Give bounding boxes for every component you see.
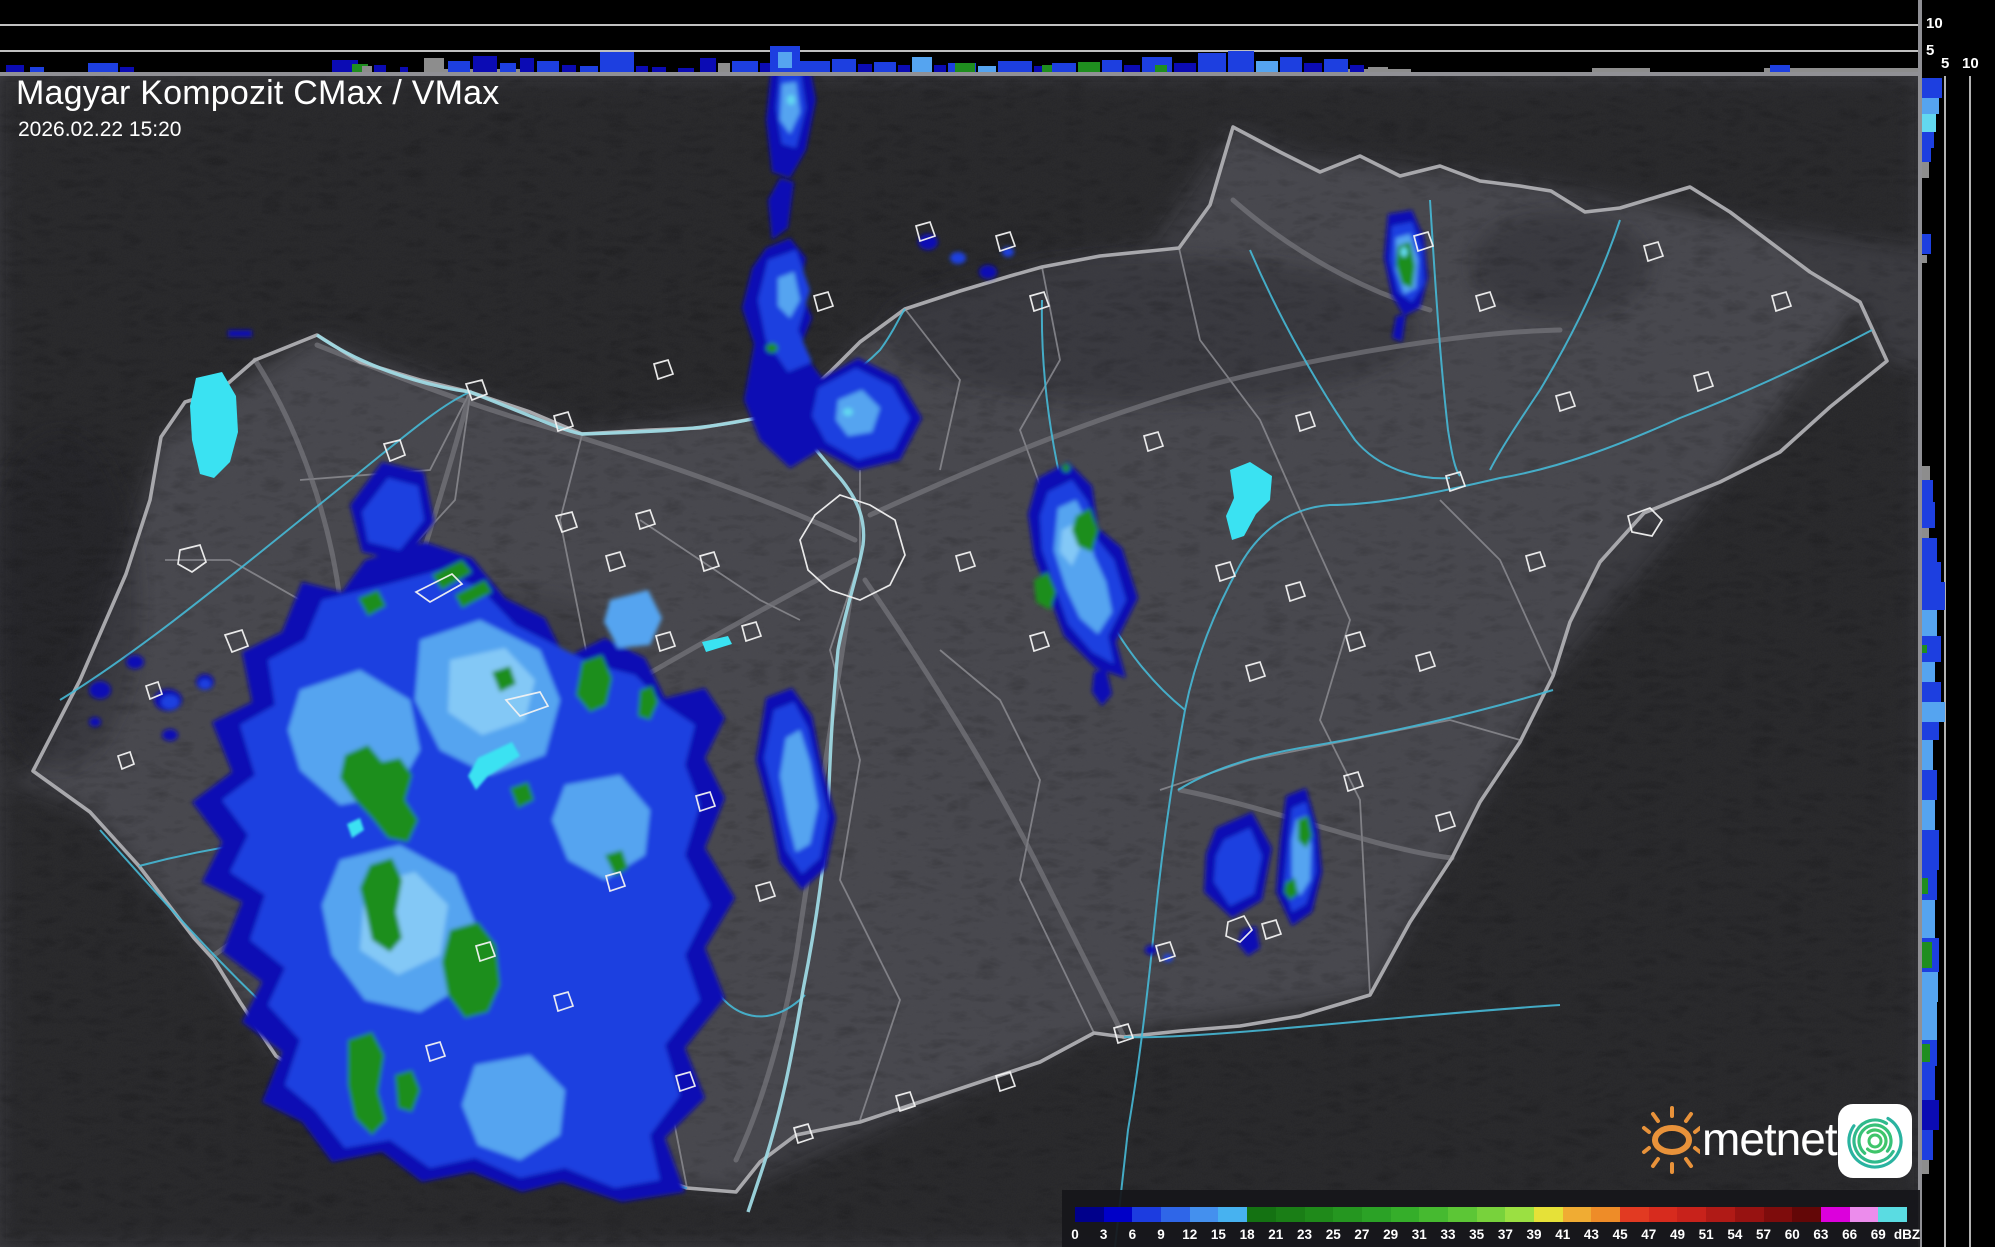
river-koros [1177, 689, 1554, 791]
colorbar-labels: 0 3 6 9 12 15 18 21 23 25 27 29 31 33 35 37 39 41 43 45 47 49… [1071, 1225, 1920, 1245]
spiral-icon [1847, 1113, 1903, 1169]
colorbar-cell [1476, 1207, 1506, 1222]
colorbar-cell [1534, 1207, 1563, 1222]
colorbar-cell [1189, 1207, 1219, 1222]
radar-echoes [89, 76, 1428, 1202]
colorbar-cell [1792, 1207, 1821, 1222]
top-strip-tick-5: 5 [1926, 42, 1935, 59]
top-strip-separator [0, 72, 1920, 76]
colorbar-cell [1591, 1207, 1621, 1222]
colorbar-tick-label: 21 [1268, 1227, 1284, 1242]
river-danube [316, 333, 866, 1213]
colorbar-tick-label: 6 [1128, 1227, 1137, 1242]
colorbar-tick-label: 27 [1354, 1227, 1370, 1242]
colorbar-tick-label: 31 [1411, 1227, 1427, 1242]
metnet-logo: metnet [1640, 1098, 1930, 1184]
right-strip-separator [1918, 0, 1922, 1247]
colorbar-cell [1878, 1207, 1907, 1222]
colorbar-tick-label: 37 [1497, 1227, 1513, 1242]
colorbar-cell [1849, 1207, 1879, 1222]
colorbar-cell [1075, 1207, 1104, 1222]
colorbar-cell [1562, 1207, 1592, 1222]
top-strip-tick-10: 10 [1926, 15, 1943, 32]
colorbar-unit-label: dBZ [1893, 1227, 1921, 1242]
colorbar-cell [1505, 1207, 1534, 1222]
top-strip-echoes [6, 46, 1920, 72]
colorbar-tick-label: 35 [1469, 1227, 1485, 1242]
page-title: Magyar Kompozit CMax / VMax [16, 74, 500, 112]
colorbar-cell [1333, 1207, 1362, 1222]
river-maros [1123, 1004, 1561, 1039]
colorbar-tick-label: 63 [1813, 1227, 1829, 1242]
top-projection-strip [0, 0, 1920, 76]
colorbar [1075, 1207, 1907, 1222]
colorbar-cell [1734, 1207, 1764, 1222]
colorbar-cell [1419, 1207, 1448, 1222]
logo-text: metnet [1702, 1113, 1838, 1165]
lake-tisza [1226, 462, 1272, 540]
colorbar-tick-label: 3 [1099, 1227, 1108, 1242]
right-strip-tick-5: 5 [1941, 55, 1950, 72]
colorbar-cell [1677, 1207, 1707, 1222]
colorbar-tick-label: 15 [1210, 1227, 1226, 1242]
right-strip-tick-10: 10 [1962, 55, 1979, 72]
colorbar-tick-label: 12 [1182, 1227, 1198, 1242]
colorbar-tick-label: 0 [1071, 1227, 1079, 1242]
lake-balaton-slivers [347, 742, 520, 838]
colorbar-tick-label: 54 [1727, 1227, 1743, 1242]
river-bodrog [1489, 219, 1621, 471]
colorbar-cell [1275, 1207, 1305, 1222]
river-raba [59, 391, 471, 701]
lake-ferto [190, 372, 238, 478]
colorbar-tick-label: 51 [1698, 1227, 1714, 1242]
colorbar-tick-label: 9 [1157, 1227, 1165, 1242]
colorbar-legend: 0 3 6 9 12 15 18 21 23 25 27 29 31 33 35 37 39 41 43 45 47 49… [1062, 1190, 1920, 1247]
colorbar-cell [1820, 1207, 1850, 1222]
colorbar-tick-label: 49 [1669, 1227, 1685, 1242]
colorbar-tick-label: 33 [1440, 1227, 1456, 1242]
colorbar-cell [1620, 1207, 1649, 1222]
colorbar-tick-label: 57 [1756, 1227, 1772, 1242]
colorbar-tick-label: 41 [1555, 1227, 1571, 1242]
right-strip-echoes [1922, 78, 1945, 1174]
colorbar-tick-label: 60 [1784, 1227, 1800, 1242]
river-hernad [1429, 199, 1461, 477]
colorbar-cell [1247, 1207, 1276, 1222]
colorbar-tick-label: 43 [1583, 1227, 1599, 1242]
colorbar-cell [1161, 1207, 1190, 1222]
colorbar-cell [1361, 1207, 1391, 1222]
colorbar-tick-label: 39 [1526, 1227, 1542, 1242]
colorbar-cell [1706, 1207, 1735, 1222]
colorbar-tick-label: 29 [1383, 1227, 1399, 1242]
colorbar-cell [1648, 1207, 1678, 1222]
colorbar-cell [1132, 1207, 1162, 1222]
colorbar-cell [1763, 1207, 1793, 1222]
colorbar-cell [1218, 1207, 1248, 1222]
colorbar-tick-label: 45 [1612, 1227, 1628, 1242]
sun-icon [1642, 1106, 1700, 1174]
colorbar-tick-label: 25 [1325, 1227, 1341, 1242]
river-tisza [1114, 329, 1873, 1247]
colorbar-cell [1103, 1207, 1133, 1222]
colorbar-tick-label: 18 [1239, 1227, 1255, 1242]
lake-velence [702, 636, 732, 652]
colorbar-tick-label: 47 [1641, 1227, 1657, 1242]
colorbar-cell [1304, 1207, 1334, 1222]
app-tile [1838, 1104, 1912, 1178]
timestamp: 2026.02.22 15:20 [18, 118, 182, 141]
right-projection-strip [1918, 0, 1995, 1247]
city-budapest [799, 494, 906, 601]
colorbar-cell [1447, 1207, 1477, 1222]
colorbar-tick-label: 23 [1297, 1227, 1313, 1242]
colorbar-cell [1390, 1207, 1420, 1222]
colorbar-tick-label: 69 [1870, 1227, 1886, 1242]
city-outlines [116, 220, 1793, 1145]
map-layers [0, 76, 1920, 1247]
colorbar-tick-label: 66 [1842, 1227, 1858, 1242]
river-sajo [1249, 249, 1451, 480]
